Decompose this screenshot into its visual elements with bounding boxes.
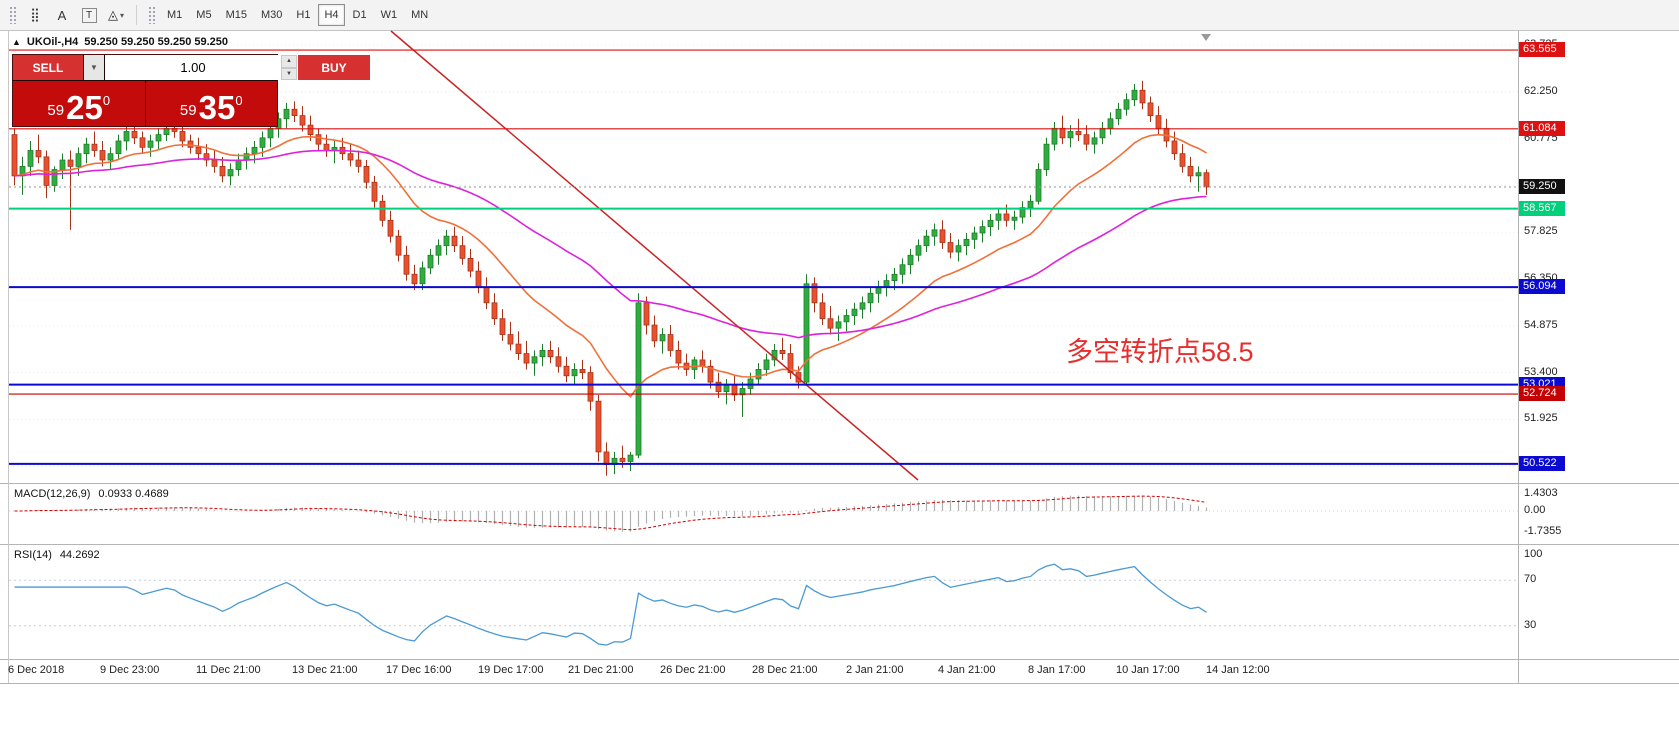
timeframe-drag-handle[interactable] [148,6,156,24]
macd-indicator-header: MACD(12,26,9) 0.0933 0.4689 [14,488,169,500]
text-tool-icon[interactable]: T [76,3,102,27]
chart-ohlc-values: 59.250 59.250 59.250 59.250 [84,36,229,48]
rsi-indicator-header: RSI(14) 44.2692 [14,549,100,561]
buy-price-display[interactable]: 59 35 0 [145,81,277,126]
timeframe-m15-button[interactable]: M15 [220,4,253,26]
toolbar-separator [136,5,137,25]
chart-symbol-marker-icon: ▲ [12,37,21,47]
crosshair-glyph: ⣿ [30,7,40,22]
buy-price-sup: 0 [235,93,243,108]
timeframe-d1-button[interactable]: D1 [347,4,373,26]
timeframe-h1-button[interactable]: H1 [290,4,316,26]
volume-increase-button[interactable]: ▲ [281,55,297,68]
label-tool-icon[interactable]: A [49,3,75,27]
timeframe-m5-button[interactable]: M5 [190,4,217,26]
timeframe-toolbar: M1 M5 M15 M30 H1 H4 D1 W1 MN [161,4,434,26]
chart-text-annotation: 多空转折点58.5 [1066,337,1254,367]
timeframe-mn-button[interactable]: MN [405,4,434,26]
chart-ohlc-header: ▲ UKOil-,H4 59.250 59.250 59.250 59.250 [12,36,228,48]
timeframe-m1-button[interactable]: M1 [161,4,188,26]
buy-price-prefix: 59 [179,102,197,119]
text-glyph: T [81,7,97,23]
toolbar-drag-handle[interactable] [9,6,17,24]
sell-price-big: 25 [66,88,103,126]
shapes-dropdown-caret-icon: ▾ [119,10,124,20]
toolbar: ⣿ A T ◬ ▾ M1 M5 M15 M30 H1 H4 D1 W1 MN [0,0,1679,31]
rsi-value: 44.2692 [59,549,100,561]
macd-label: MACD(12,26,9) [14,488,91,500]
price-scale[interactable] [1519,31,1679,659]
sell-price-display[interactable]: 59 25 0 [13,81,145,126]
buy-button[interactable]: BUY [298,55,370,80]
caret-down-icon: ▼ [90,63,98,72]
sell-button[interactable]: SELL [13,55,83,80]
sell-price-prefix: 59 [47,102,65,119]
time-axis[interactable] [0,660,1679,683]
rsi-label: RSI(14) [14,549,52,561]
macd-values: 0.0933 0.4689 [98,488,169,500]
chart-symbol-label: UKOil-,H4 [26,36,79,48]
volume-decrease-button[interactable]: ▼ [281,67,297,80]
buy-price-big: 35 [198,88,236,126]
sell-price-sup: 0 [102,93,111,108]
crosshair-tool-icon[interactable]: ⣿ [22,3,48,27]
volume-input[interactable] [105,55,281,80]
volume-dropdown-button[interactable]: ▼ [84,55,104,80]
shapes-tool-icon[interactable]: ◬ ▾ [103,3,129,27]
timeframe-w1-button[interactable]: W1 [375,4,404,26]
label-glyph: A [57,7,67,23]
timeframe-m30-button[interactable]: M30 [255,4,288,26]
timeframe-h4-button[interactable]: H4 [318,4,345,26]
shapes-glyph: ◬ [107,7,118,22]
